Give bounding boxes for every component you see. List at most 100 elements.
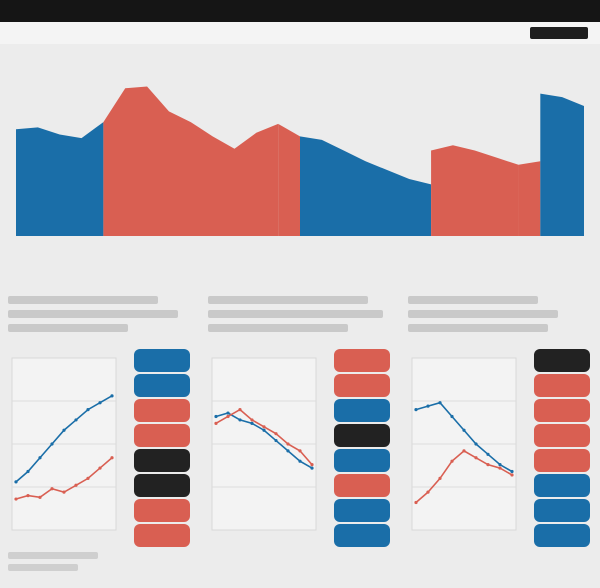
- data-point-republican: [474, 456, 478, 460]
- data-point-republican: [26, 494, 30, 498]
- placeholder-text-bar: [408, 296, 538, 304]
- data-point-democrat: [286, 449, 290, 453]
- data-point-democrat: [62, 428, 66, 432]
- placeholder-text-bar: [8, 552, 98, 559]
- placeholder-text-bar: [208, 296, 368, 304]
- placeholder-text-bar: [408, 310, 558, 318]
- panel-description: [208, 296, 388, 338]
- main-area-chart: [16, 86, 584, 236]
- data-point-republican: [414, 500, 418, 505]
- data-point-democrat: [26, 469, 30, 474]
- data-point-republican: [50, 487, 54, 491]
- placeholder-text-bar: [208, 324, 348, 332]
- data-point-republican: [298, 449, 302, 453]
- small-multiple-panel-2: [204, 290, 400, 582]
- data-point-republican: [510, 473, 514, 477]
- data-point-democrat: [310, 466, 314, 470]
- placeholder-text-bar: [408, 324, 548, 332]
- data-point-democrat: [110, 394, 114, 398]
- strip-cell-republican: [134, 424, 190, 447]
- data-point-democrat: [414, 408, 418, 412]
- top-bar: [0, 0, 600, 22]
- data-point-republican: [274, 432, 278, 436]
- data-point-republican: [286, 442, 290, 446]
- panel-color-strip: [134, 349, 190, 547]
- panel-line-chart: [11, 357, 117, 531]
- panel-color-strip: [534, 349, 590, 547]
- strip-cell-democrat: [334, 499, 390, 522]
- panel-color-strip: [334, 349, 390, 547]
- data-point-democrat: [438, 401, 442, 405]
- strip-cell-republican: [534, 424, 590, 447]
- area-segment-republican: [103, 86, 279, 236]
- header-row: [0, 22, 600, 44]
- strip-cell-republican: [334, 474, 390, 497]
- data-point-republican: [98, 466, 102, 470]
- data-point-republican: [450, 459, 454, 463]
- data-point-republican: [250, 418, 254, 422]
- strip-cell-republican: [134, 524, 190, 547]
- data-point-democrat: [238, 418, 242, 422]
- data-point-republican: [226, 414, 230, 419]
- data-point-republican: [214, 421, 218, 425]
- data-point-republican: [310, 463, 314, 467]
- intro-text-line-1: [8, 258, 588, 274]
- data-point-republican: [110, 456, 114, 460]
- small-multiple-panel-1: [4, 290, 200, 582]
- data-point-republican: [486, 463, 490, 467]
- panel-line-chart: [411, 357, 517, 531]
- strip-cell-democrat: [134, 349, 190, 372]
- strip-cell-democrat: [134, 374, 190, 397]
- strip-cell-republican: [534, 449, 590, 472]
- strip-cell-democrat: [334, 524, 390, 547]
- strip-cell-neutral: [134, 449, 190, 472]
- data-point-democrat: [262, 428, 266, 432]
- strip-cell-republican: [334, 374, 390, 397]
- data-point-democrat: [14, 480, 18, 484]
- area-segment-republican: [278, 123, 300, 236]
- data-point-democrat: [86, 408, 90, 412]
- strip-cell-neutral: [534, 349, 590, 372]
- strip-cell-democrat: [534, 499, 590, 522]
- data-point-democrat: [214, 414, 218, 419]
- data-point-democrat: [462, 428, 466, 432]
- placeholder-text-bar: [8, 324, 128, 332]
- data-point-republican: [438, 476, 442, 480]
- strip-cell-democrat: [334, 449, 390, 472]
- data-point-democrat: [486, 452, 490, 456]
- area-segment-democrat: [16, 122, 104, 236]
- data-point-democrat: [98, 401, 102, 405]
- panel-footnote: [8, 552, 118, 576]
- data-point-democrat: [74, 418, 78, 422]
- placeholder-text-bar: [8, 564, 78, 571]
- share-button[interactable]: [530, 27, 588, 39]
- data-point-republican: [426, 490, 430, 494]
- small-multiple-panel-3: [404, 290, 600, 582]
- placeholder-text-bar: [208, 310, 383, 318]
- area-segment-democrat: [300, 136, 432, 236]
- data-point-democrat: [38, 456, 42, 460]
- area-segment-republican: [431, 145, 519, 236]
- data-point-democrat: [298, 459, 302, 463]
- strip-cell-republican: [134, 399, 190, 422]
- data-point-republican: [38, 495, 42, 499]
- data-point-democrat: [498, 463, 502, 467]
- data-point-democrat: [50, 442, 54, 446]
- data-point-democrat: [226, 411, 230, 415]
- strip-cell-neutral: [334, 424, 390, 447]
- data-point-democrat: [426, 404, 430, 408]
- area-segment-democrat: [540, 93, 584, 236]
- data-point-republican: [86, 476, 90, 480]
- data-point-democrat: [250, 421, 254, 425]
- strip-cell-republican: [334, 349, 390, 372]
- placeholder-text-bar: [8, 296, 158, 304]
- strip-cell-neutral: [134, 474, 190, 497]
- strip-cell-republican: [534, 399, 590, 422]
- data-point-democrat: [510, 469, 514, 474]
- data-point-republican: [238, 408, 242, 412]
- data-point-democrat: [450, 414, 454, 419]
- panel-description: [408, 296, 588, 338]
- panel-description: [8, 296, 188, 338]
- panel-line-chart: [211, 357, 317, 531]
- intro-text-line-2: [8, 274, 588, 290]
